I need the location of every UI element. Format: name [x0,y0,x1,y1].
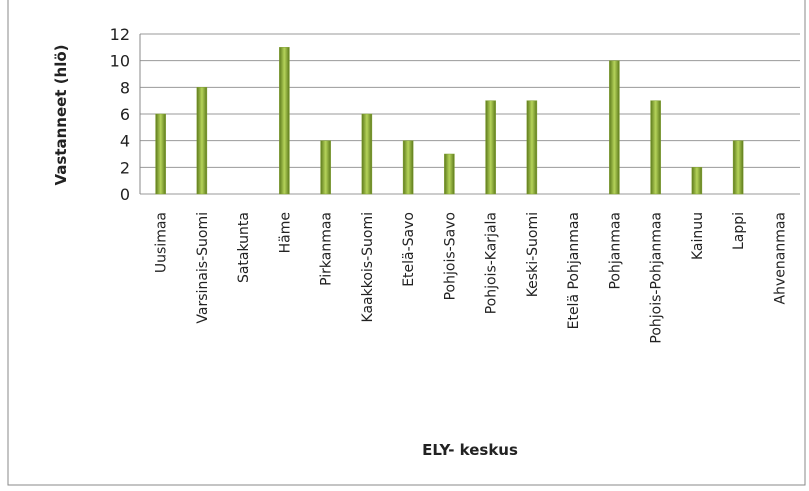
y-tick-label: 6 [120,105,130,124]
bar [196,87,208,195]
y-tick-label: 2 [120,158,130,177]
x-tick-label: Keski-Suomi [525,212,541,297]
x-tick-label: Pohjois-Pohjanmaa [649,212,665,344]
x-tick-label: Etelä-Savo [401,212,417,287]
x-tick-label: Lappi [731,212,747,250]
bar [155,113,166,195]
x-tick-label: Ahvenanmaa [772,212,788,304]
bar [732,140,744,195]
bar [650,100,661,195]
x-tick-label: Varsinais-Suomi [195,212,211,324]
y-tick-label: 10 [110,52,130,71]
x-tick-label: Pohjois-Karjala [484,212,500,314]
x-tick-label: Pirkanmaa [319,212,335,286]
y-tick-label: 0 [120,185,130,204]
x-tick-label: Etelä Pohjanmaa [566,212,582,329]
bar [609,60,620,195]
x-tick-label: Pohjanmaa [607,212,623,290]
x-axis-label: ELY- keskus [422,441,518,459]
bar [691,167,703,195]
chart-border [7,0,806,486]
bar [402,140,414,195]
bar [485,100,496,195]
bar [526,100,538,195]
bar [361,113,373,195]
y-tick-label: 4 [120,132,130,151]
bar [444,153,455,195]
x-tick-label: Pohjois-Savo [442,212,458,300]
x-tick-label: Häme [277,212,293,253]
x-tick-label: Kaakkois-Suomi [360,212,376,322]
y-tick-label: 12 [110,25,130,44]
x-tick-label: Uusimaa [154,212,170,273]
x-tick-label: Kainuu [690,212,706,260]
y-tick-label: 8 [120,78,130,97]
bar [279,47,290,195]
x-tick-label: Satakunta [236,212,252,283]
bar [320,140,331,195]
y-axis-label: Vastanneet (hlö) [52,44,70,185]
